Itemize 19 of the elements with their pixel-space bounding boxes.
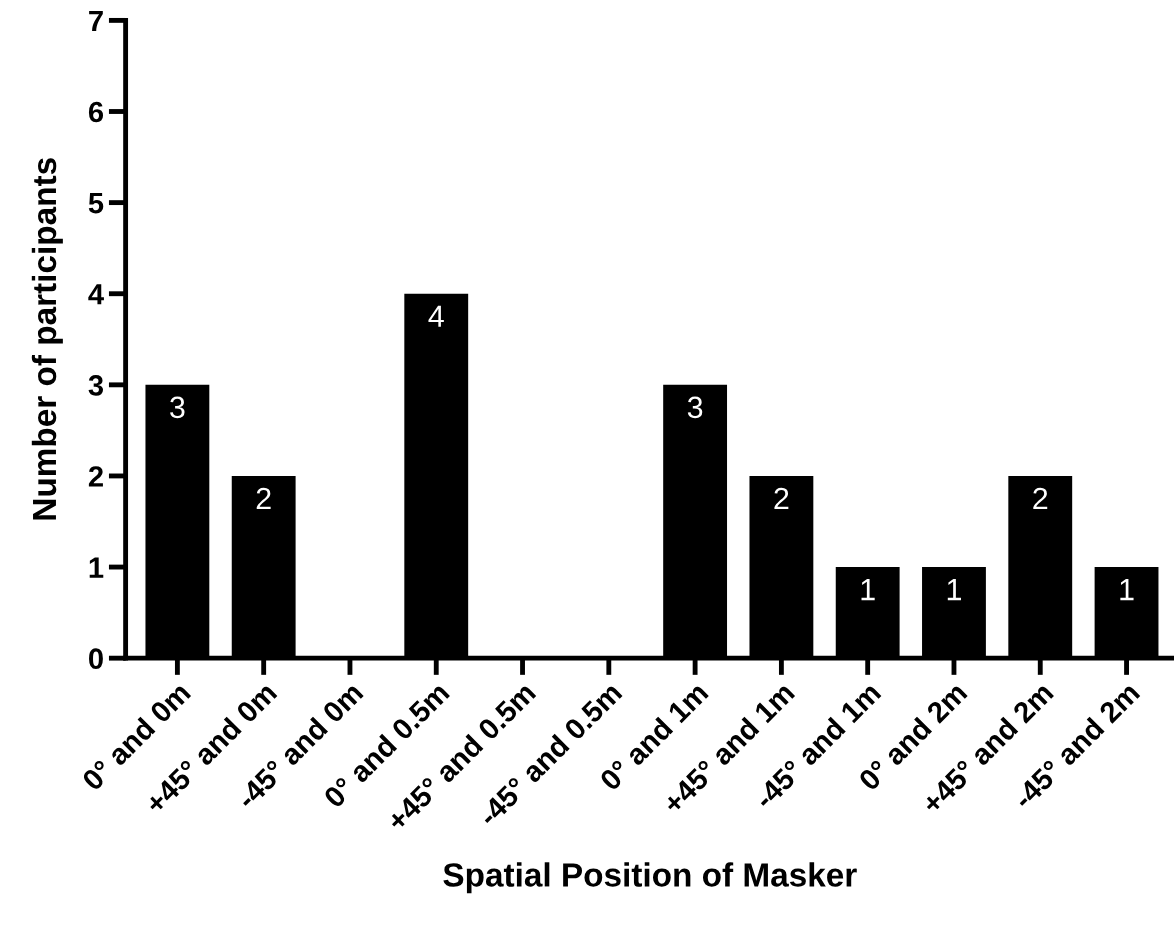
y-tick-label: 2 <box>88 466 103 487</box>
data-label: 2 <box>1033 487 1048 510</box>
data-label: 2 <box>256 487 271 510</box>
y-tick-label: 5 <box>88 193 104 214</box>
x-axis-title: Spatial Position of Masker <box>443 862 857 894</box>
y-tick-label: 3 <box>88 375 104 396</box>
data-label: 1 <box>861 579 875 601</box>
data-label: 3 <box>170 396 185 419</box>
data-label: 1 <box>947 579 961 601</box>
data-label: 4 <box>428 305 444 327</box>
y-tick-label: 4 <box>88 284 104 305</box>
data-label: 2 <box>774 487 789 510</box>
y-tick-label: 0 <box>89 648 103 670</box>
y-tick-label: 6 <box>88 101 104 123</box>
data-label: 1 <box>1120 579 1134 601</box>
y-tick-label: 7 <box>89 10 103 31</box>
data-label: 3 <box>687 396 703 419</box>
y-tick-label: 1 <box>89 557 104 578</box>
y-axis-title: Number of participants <box>31 158 63 520</box>
